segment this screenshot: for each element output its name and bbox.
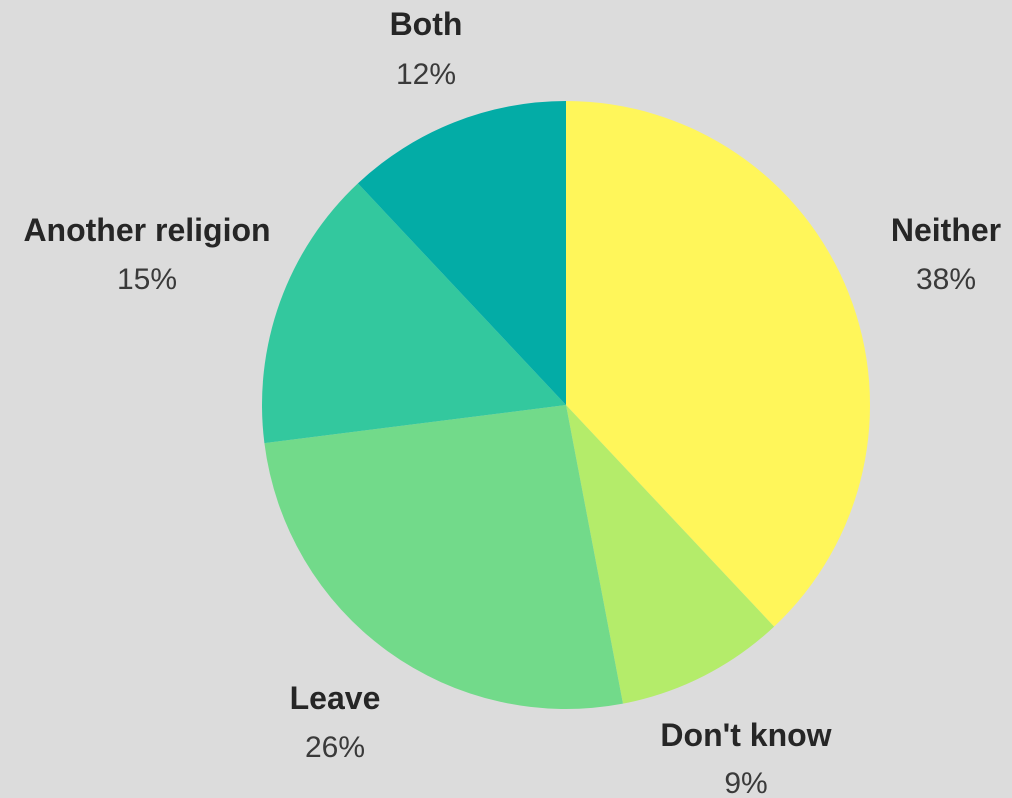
slice-label-neither: Neither <box>891 212 1001 248</box>
slice-label-dont-know: Don't know <box>660 717 831 753</box>
slice-value-leave: 26% <box>305 731 365 764</box>
pie-slice-another-religion <box>262 183 566 444</box>
slice-label-another-religion: Another religion <box>23 212 270 248</box>
slice-value-both: 12% <box>396 58 456 91</box>
slice-label-both: Both <box>390 6 463 42</box>
pie-slice-leave <box>264 405 623 710</box>
slice-label-leave: Leave <box>290 680 381 716</box>
pie-slice-don-t-know <box>566 405 775 704</box>
slice-value-dont-know: 9% <box>724 767 767 798</box>
slice-value-another-religion: 15% <box>117 263 177 296</box>
pie-slices <box>262 101 871 710</box>
slice-value-neither: 38% <box>916 263 976 296</box>
pie-slice-neither <box>566 101 871 627</box>
pie-slice-both <box>357 101 566 405</box>
